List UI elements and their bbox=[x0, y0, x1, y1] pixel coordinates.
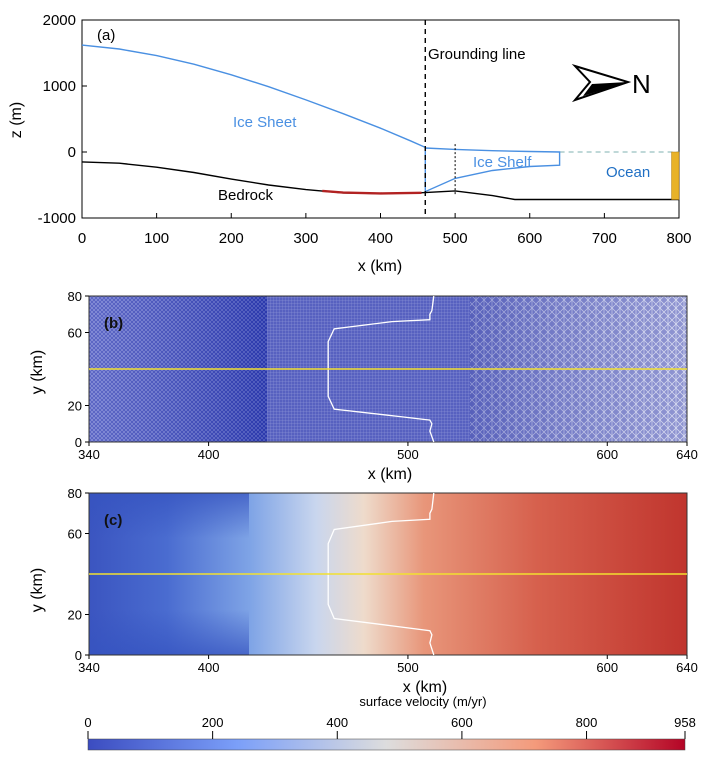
x-tick-label: 500 bbox=[397, 660, 419, 675]
series-ice-shelf-outline bbox=[424, 147, 561, 193]
colorbar-tick-label: 200 bbox=[202, 715, 224, 730]
colorbar-tick-label: 600 bbox=[451, 715, 473, 730]
panel-c-y-ticks: 0 20 60 80 bbox=[68, 486, 89, 663]
panel-b-ylabel: y (km) bbox=[29, 350, 46, 394]
panel-b: (b) 340 400 500 600 640 0 20 60 80 x (km) y (km… bbox=[29, 289, 698, 483]
x-tick-label: 400 bbox=[368, 230, 393, 247]
panel-b-y-ticks: 0 20 60 80 bbox=[68, 289, 89, 450]
x-tick-label: 200 bbox=[219, 230, 244, 247]
y-tick-label: 0 bbox=[68, 144, 76, 161]
colorbar bbox=[87, 738, 686, 751]
panel-a-y-ticks: 2000 1000 0 -1000 bbox=[38, 12, 87, 227]
x-tick-label: 600 bbox=[596, 660, 618, 675]
bedrock-label: Bedrock bbox=[218, 187, 274, 204]
x-tick-label: 800 bbox=[666, 230, 691, 247]
y-tick-label: 60 bbox=[68, 527, 82, 542]
series-ice-sheet-line bbox=[81, 44, 426, 149]
panel-c: (c) 340 400 500 600 640 0 20 60 80 x (km) y (km… bbox=[29, 486, 698, 751]
x-tick-label: 500 bbox=[397, 447, 419, 462]
y-tick-label: -1000 bbox=[38, 210, 76, 227]
panel-b-label: (b) bbox=[104, 315, 123, 332]
y-tick-label: 20 bbox=[68, 399, 82, 414]
panel-a-frame bbox=[81, 19, 680, 219]
grounding-line-label: Grounding line bbox=[428, 46, 526, 63]
x-tick-label: 640 bbox=[676, 660, 698, 675]
colorbar-tick-label: 958 bbox=[674, 715, 696, 730]
x-tick-label: 340 bbox=[78, 447, 100, 462]
colorbar-tick-label: 0 bbox=[84, 715, 91, 730]
panel-a-ylabel: z (m) bbox=[8, 102, 25, 138]
colorbar-ticks: 0 200 400 600 800 958 bbox=[84, 715, 696, 739]
y-tick-label: 2000 bbox=[43, 12, 76, 29]
panel-c-xlabel: x (km) bbox=[403, 679, 447, 696]
panel-c-plot-area bbox=[89, 492, 687, 656]
y-tick-label: 1000 bbox=[43, 78, 76, 95]
x-tick-label: 100 bbox=[144, 230, 169, 247]
ice-shelf-label: Ice Shelf bbox=[473, 154, 532, 171]
x-tick-label: 340 bbox=[78, 660, 100, 675]
x-tick-label: 600 bbox=[517, 230, 542, 247]
panel-a-x-ticks: 0 100 200 300 400 500 600 700 800 bbox=[78, 213, 692, 247]
north-arrow-icon bbox=[571, 63, 632, 103]
panel-b-xlabel: x (km) bbox=[368, 466, 412, 483]
y-tick-label: 0 bbox=[75, 648, 82, 663]
x-tick-label: 500 bbox=[443, 230, 468, 247]
series-highlight-segment bbox=[322, 189, 422, 195]
north-label: N bbox=[632, 69, 651, 99]
x-tick-label: 400 bbox=[198, 447, 220, 462]
colorbar-tick-label: 400 bbox=[326, 715, 348, 730]
ice-sheet-label: Ice Sheet bbox=[233, 114, 297, 131]
ocean-label: Ocean bbox=[606, 164, 650, 181]
x-tick-label: 600 bbox=[596, 447, 618, 462]
y-tick-label: 80 bbox=[68, 486, 82, 501]
x-tick-label: 0 bbox=[78, 230, 86, 247]
y-tick-label: 60 bbox=[68, 326, 82, 341]
panel-b-plot-area bbox=[89, 295, 687, 443]
ocean-wall bbox=[671, 151, 680, 200]
x-tick-label: 640 bbox=[676, 447, 698, 462]
panel-c-label: (c) bbox=[104, 512, 122, 529]
x-tick-label: 700 bbox=[592, 230, 617, 247]
y-tick-label: 0 bbox=[75, 435, 82, 450]
y-tick-label: 80 bbox=[68, 289, 82, 304]
y-tick-label: 20 bbox=[68, 608, 82, 623]
colorbar-label: surface velocity (m/yr) bbox=[359, 694, 486, 709]
panel-b-x-ticks: 340 400 500 600 640 bbox=[78, 442, 698, 462]
x-tick-label: 300 bbox=[293, 230, 318, 247]
panel-c-x-ticks: 340 400 500 600 640 bbox=[78, 655, 698, 675]
panel-a-plot-area bbox=[81, 20, 680, 218]
x-tick-label: 400 bbox=[198, 660, 220, 675]
panel-a-xlabel: x (km) bbox=[358, 258, 402, 275]
panel-c-ylabel: y (km) bbox=[29, 568, 46, 612]
colorbar-tick-label: 800 bbox=[576, 715, 598, 730]
panel-a: (a) 0 100 200 300 400 500 600 700 800 200010000-… bbox=[8, 12, 692, 275]
panel-a-label: (a) bbox=[97, 27, 115, 44]
